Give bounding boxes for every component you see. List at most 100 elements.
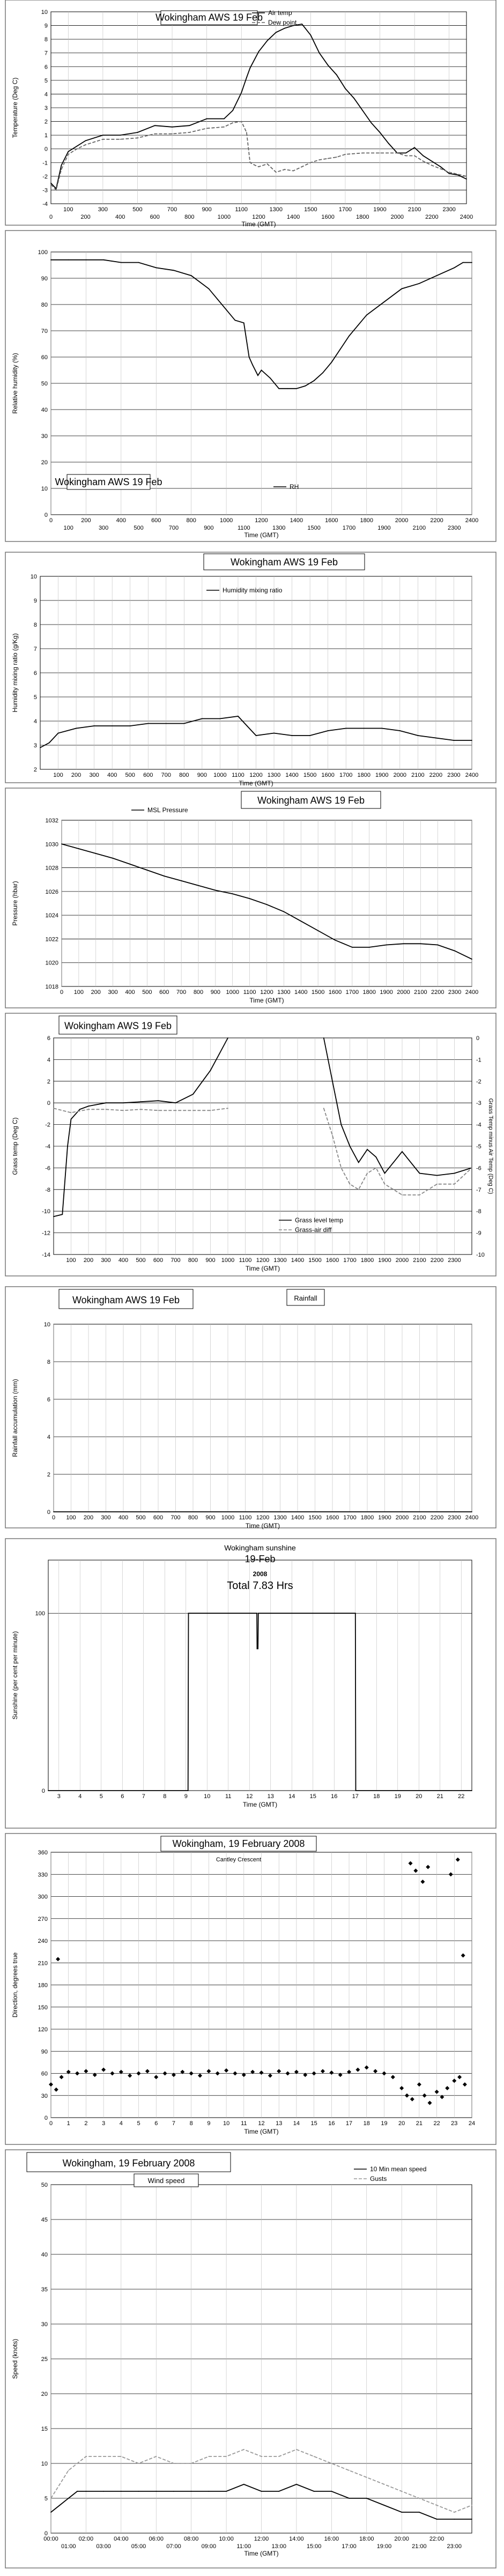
y-tick-label: 9: [34, 598, 37, 604]
data-point: [53, 1216, 54, 1218]
data-point: [158, 1110, 159, 1111]
y-tick-label: -10: [42, 1208, 50, 1215]
data-point: [336, 157, 337, 158]
data-point: [287, 388, 288, 389]
x-tick-label-row2: 21:00: [412, 2543, 427, 2550]
x-tick-label-row2: 15:00: [307, 2543, 322, 2550]
data-point: [67, 1146, 68, 1147]
data-point: [112, 725, 113, 726]
data-point: [258, 51, 260, 53]
data-point: [373, 2069, 378, 2074]
data-point: [362, 152, 364, 154]
data-point: [349, 1183, 351, 1185]
data-point: [269, 377, 271, 379]
y2-tick-label: -10: [476, 1252, 485, 1258]
x-tick-label: 500: [136, 1515, 145, 1521]
title-box: [160, 1836, 317, 1852]
x-tick-label: 1300: [273, 1515, 286, 1521]
x-tick-label-row2: 1000: [218, 214, 231, 220]
data-point: [53, 1511, 54, 1512]
data-point: [301, 24, 303, 25]
data-point: [323, 1037, 324, 1038]
data-point: [401, 288, 403, 289]
data-point: [381, 727, 383, 729]
data-point: [368, 947, 370, 948]
data-point: [120, 135, 121, 136]
note-box: [286, 1289, 325, 1306]
x-tick-label: 1600: [321, 772, 334, 778]
data-point: [255, 735, 257, 736]
x-tick-label: 20:00: [394, 2536, 409, 2542]
data-point: [296, 388, 297, 389]
y2-tick-label: -7: [476, 1187, 481, 1193]
data-point: [285, 2071, 290, 2076]
y-axis-label: Speed (knots): [11, 2339, 19, 2379]
data-point: [266, 163, 268, 165]
y-tick-label: 40: [41, 2252, 48, 2258]
data-point: [355, 1790, 357, 1791]
data-point: [413, 1868, 418, 1873]
data-point: [226, 309, 227, 310]
data-point: [40, 747, 41, 748]
data-point: [137, 132, 138, 133]
data-point: [423, 155, 424, 157]
x-tick-label: 800: [188, 1515, 198, 1521]
x-tick-label: 1800: [360, 517, 373, 524]
data-point: [243, 322, 244, 324]
data-point: [448, 172, 450, 173]
data-point: [189, 2071, 194, 2076]
data-point: [61, 843, 62, 845]
x-tick-label: 15: [310, 1793, 316, 1800]
data-point: [233, 2071, 238, 2076]
data-point: [435, 737, 436, 739]
data-point: [70, 1112, 72, 1113]
data-point: [461, 1953, 465, 1958]
data-point: [76, 727, 77, 729]
y-axis-label: Humidity mixing ratio (g/Kg): [11, 633, 19, 712]
x-tick-label-row2: 800: [184, 214, 194, 220]
series-1: [50, 259, 472, 389]
chart-note: Wind speed: [148, 2177, 185, 2185]
data-point: [278, 2491, 280, 2492]
data-point: [129, 864, 131, 865]
series-1: [53, 1037, 472, 1218]
data-point: [206, 118, 207, 120]
x-tick-label: 1100: [235, 206, 248, 213]
x-tick-label: 2200: [429, 772, 442, 778]
y-tick-label: 1028: [46, 865, 58, 872]
data-point: [208, 288, 210, 289]
data-point: [312, 2071, 316, 2076]
x-tick-label: 200: [71, 772, 81, 778]
y-tick-label: 40: [41, 407, 48, 413]
y-tick-label: 9: [45, 23, 48, 29]
legend-label: 10 Min mean speed: [370, 2165, 426, 2173]
x-tick-label: 700: [161, 772, 171, 778]
data-point: [293, 170, 294, 172]
x-tick-label: 17: [346, 2120, 352, 2127]
y-axis-label: Pressure (hbar): [11, 881, 19, 925]
y-tick-label: -2: [45, 1122, 50, 1129]
data-point: [155, 267, 157, 269]
data-point: [431, 165, 433, 166]
data-point: [291, 735, 293, 736]
x-tick-label: 800: [188, 1257, 198, 1264]
data-point: [379, 132, 381, 133]
x-axis-label: Time (GMT): [243, 1801, 277, 1808]
data-point: [181, 880, 182, 881]
series-1: [53, 1511, 472, 1512]
data-point: [362, 110, 364, 112]
data-point: [66, 2069, 71, 2074]
x-tick-label: 8: [163, 1793, 166, 1800]
y-tick-label: 1022: [46, 936, 58, 942]
title-box: [160, 10, 258, 25]
x-tick-label-row2: 17:00: [342, 2543, 357, 2550]
x-tick-label: 300: [108, 989, 117, 996]
x-tick-label: 6: [154, 2120, 158, 2127]
data-point: [198, 885, 199, 886]
data-point: [78, 848, 79, 850]
x-tick-label: 2400: [465, 1515, 478, 1521]
data-point: [268, 2073, 272, 2078]
data-point: [293, 25, 294, 26]
